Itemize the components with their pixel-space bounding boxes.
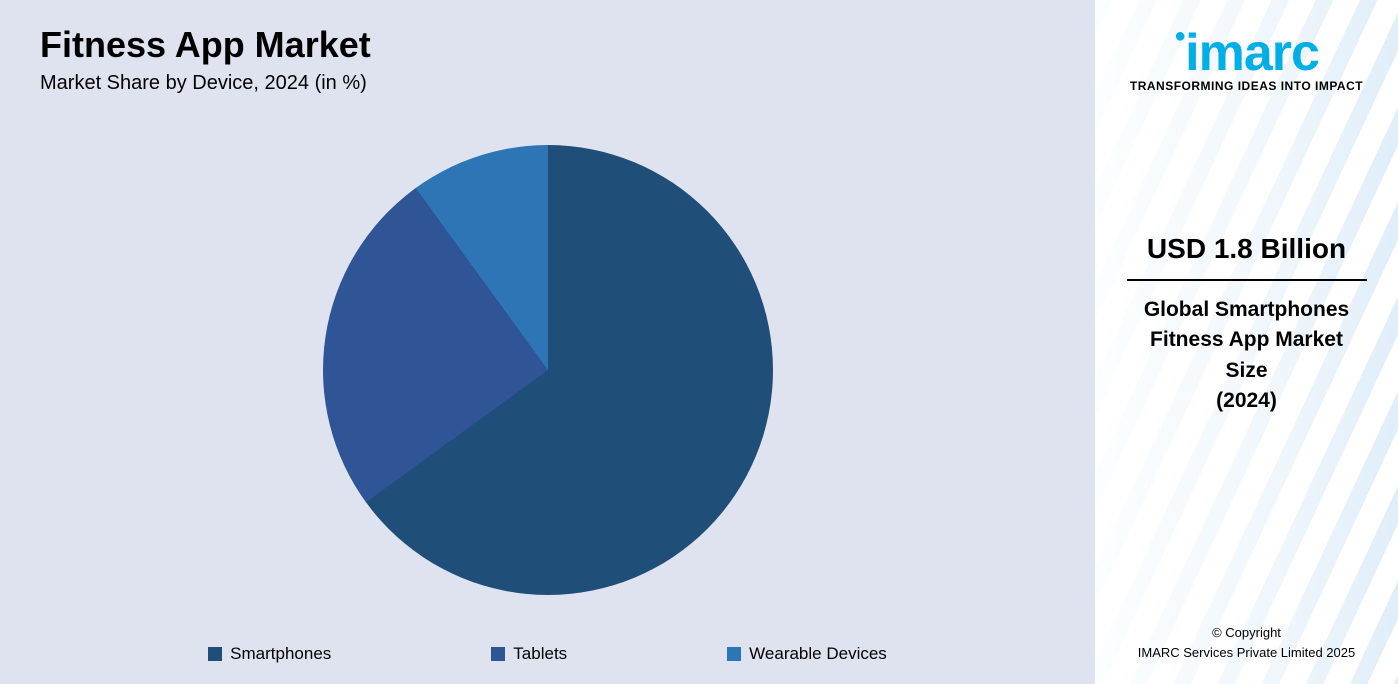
legend-item: Smartphones	[208, 644, 331, 664]
chart-subtitle: Market Share by Device, 2024 (in %)	[40, 72, 1055, 95]
logo-dot-icon: ●	[1174, 27, 1185, 45]
stat-label: Global Smartphones Fitness App Market Si…	[1105, 295, 1388, 417]
legend: Smartphones Tablets Wearable Devices	[40, 634, 1055, 664]
legend-label: Tablets	[513, 644, 567, 664]
copyright: © Copyright IMARC Services Private Limit…	[1095, 623, 1398, 662]
side-panel: ●imarc TRANSFORMING IDEAS INTO IMPACT US…	[1095, 0, 1398, 684]
legend-item: Tablets	[491, 644, 567, 664]
side-content: ●imarc TRANSFORMING IDEAS INTO IMPACT US…	[1105, 30, 1388, 417]
stat-divider	[1127, 279, 1367, 281]
logo: ●imarc	[1105, 30, 1388, 77]
main-panel: Fitness App Market Market Share by Devic…	[0, 0, 1095, 684]
logo-text: imarc	[1185, 24, 1319, 82]
legend-swatch	[491, 647, 505, 661]
legend-label: Wearable Devices	[749, 644, 887, 664]
chart-title: Fitness App Market	[40, 24, 1055, 66]
legend-item: Wearable Devices	[727, 644, 887, 664]
legend-label: Smartphones	[230, 644, 331, 664]
stat-value: USD 1.8 Billion	[1105, 233, 1388, 265]
legend-swatch	[727, 647, 741, 661]
pie-chart	[323, 145, 773, 595]
legend-swatch	[208, 647, 222, 661]
chart-area	[40, 105, 1055, 634]
logo-tagline: TRANSFORMING IDEAS INTO IMPACT	[1105, 79, 1388, 93]
stat-block: USD 1.8 Billion Global Smartphones Fitne…	[1105, 233, 1388, 417]
